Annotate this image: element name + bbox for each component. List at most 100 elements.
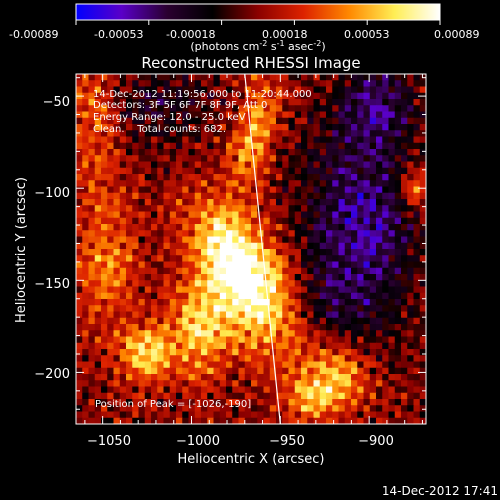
- heatmap-cell: [126, 117, 133, 125]
- heatmap-cell: [288, 142, 296, 150]
- heatmap-cell: [357, 355, 365, 363]
- heatmap-cell: [313, 117, 321, 125]
- heatmap-cell: [369, 230, 377, 238]
- heatmap-cell: [319, 136, 327, 144]
- heatmap-cell: [419, 192, 426, 200]
- heatmap-cell: [263, 274, 271, 281]
- heatmap-cell: [219, 192, 227, 200]
- heatmap-cell: [276, 161, 283, 169]
- heatmap-cell: [169, 336, 177, 344]
- heatmap-cell: [157, 274, 165, 281]
- heatmap-cell: [413, 361, 421, 369]
- heatmap-cell: [113, 230, 121, 238]
- heatmap-cell: [213, 86, 221, 94]
- heatmap-cell: [157, 299, 165, 306]
- heatmap-cell: [344, 274, 352, 281]
- heatmap-cell: [282, 149, 290, 156]
- heatmap-cell: [338, 86, 346, 94]
- heatmap-cell: [363, 124, 371, 131]
- heatmap-cell: [276, 149, 283, 156]
- heatmap-cell: [363, 230, 371, 238]
- heatmap-cell: [238, 217, 246, 225]
- heatmap-cell: [376, 317, 383, 325]
- heatmap-cell: [226, 417, 233, 424]
- heatmap-cell: [219, 324, 227, 331]
- heatmap-cell: [88, 286, 96, 294]
- heatmap-cell: [363, 292, 371, 300]
- heatmap-cell: [213, 224, 221, 231]
- colorbar-tick-label-4: 0.00053: [344, 28, 390, 41]
- heatmap-cell: [188, 142, 196, 150]
- heatmap-cell: [351, 86, 358, 94]
- heatmap-cell: [376, 224, 383, 231]
- heatmap-cell: [226, 380, 233, 388]
- heatmap-cell: [276, 205, 283, 213]
- heatmap-cell: [176, 274, 183, 281]
- heatmap-cell: [132, 261, 140, 269]
- heatmap-cell: [213, 217, 221, 225]
- heatmap-cell: [344, 361, 352, 369]
- heatmap-cell: [369, 405, 377, 413]
- heatmap-cell: [163, 86, 171, 94]
- heatmap-cell: [363, 261, 371, 269]
- heatmap-cell: [276, 92, 283, 100]
- heatmap-cell: [301, 417, 308, 424]
- heatmap-cell: [376, 286, 383, 294]
- heatmap-cell: [307, 292, 315, 300]
- heatmap-cell: [388, 217, 396, 225]
- heatmap-cell: [413, 324, 421, 331]
- heatmap-cell: [82, 180, 90, 188]
- heatmap-cell: [144, 80, 152, 88]
- heatmap-cell: [94, 236, 102, 244]
- heatmap-cell: [207, 161, 215, 169]
- heatmap-cell: [301, 386, 308, 394]
- heatmap-cell: [332, 324, 340, 331]
- heatmap-cell: [251, 86, 258, 94]
- heatmap-cell: [419, 211, 426, 219]
- heatmap-cell: [351, 292, 358, 300]
- heatmap-cell: [338, 349, 346, 356]
- heatmap-cell: [176, 330, 183, 338]
- heatmap-cell: [344, 224, 352, 231]
- heatmap-cell: [376, 230, 383, 238]
- heatmap-cell: [138, 417, 146, 424]
- heatmap-cell: [326, 330, 333, 338]
- heatmap-cell: [113, 236, 121, 244]
- heatmap-cell: [226, 317, 233, 325]
- heatmap-cell: [232, 130, 240, 138]
- heatmap-cell: [113, 374, 121, 381]
- heatmap-cell: [276, 367, 283, 375]
- heatmap-cell: [276, 86, 283, 94]
- heatmap-cell: [207, 324, 215, 331]
- heatmap-cell: [119, 411, 127, 419]
- heatmap-cell: [363, 317, 371, 325]
- heatmap-cell: [313, 342, 321, 350]
- heatmap-cell: [382, 242, 390, 250]
- heatmap-cell: [244, 92, 252, 100]
- heatmap-cell: [82, 299, 90, 306]
- heatmap-cell: [257, 86, 265, 94]
- heatmap-cell: [376, 180, 383, 188]
- heatmap-cell: [263, 317, 271, 325]
- heatmap-cell: [219, 249, 227, 256]
- heatmap-cell: [351, 367, 358, 375]
- heatmap-cell: [113, 124, 121, 131]
- heatmap-cell: [294, 80, 302, 88]
- heatmap-cell: [326, 286, 333, 294]
- heatmap-cell: [388, 336, 396, 344]
- heatmap-cell: [94, 292, 102, 300]
- heatmap-cell: [357, 161, 365, 169]
- heatmap-cell: [244, 161, 252, 169]
- heatmap-cell: [376, 367, 383, 375]
- heatmap-cell: [76, 336, 83, 344]
- heatmap-cell: [338, 142, 346, 150]
- heatmap-cell: [319, 124, 327, 131]
- heatmap-cell: [251, 249, 258, 256]
- heatmap-cell: [126, 74, 133, 81]
- heatmap-cell: [251, 142, 258, 150]
- heatmap-cell: [157, 211, 165, 219]
- heatmap-cell: [169, 349, 177, 356]
- heatmap-cell: [201, 355, 208, 363]
- heatmap-cell: [213, 336, 221, 344]
- heatmap-cell: [119, 261, 127, 269]
